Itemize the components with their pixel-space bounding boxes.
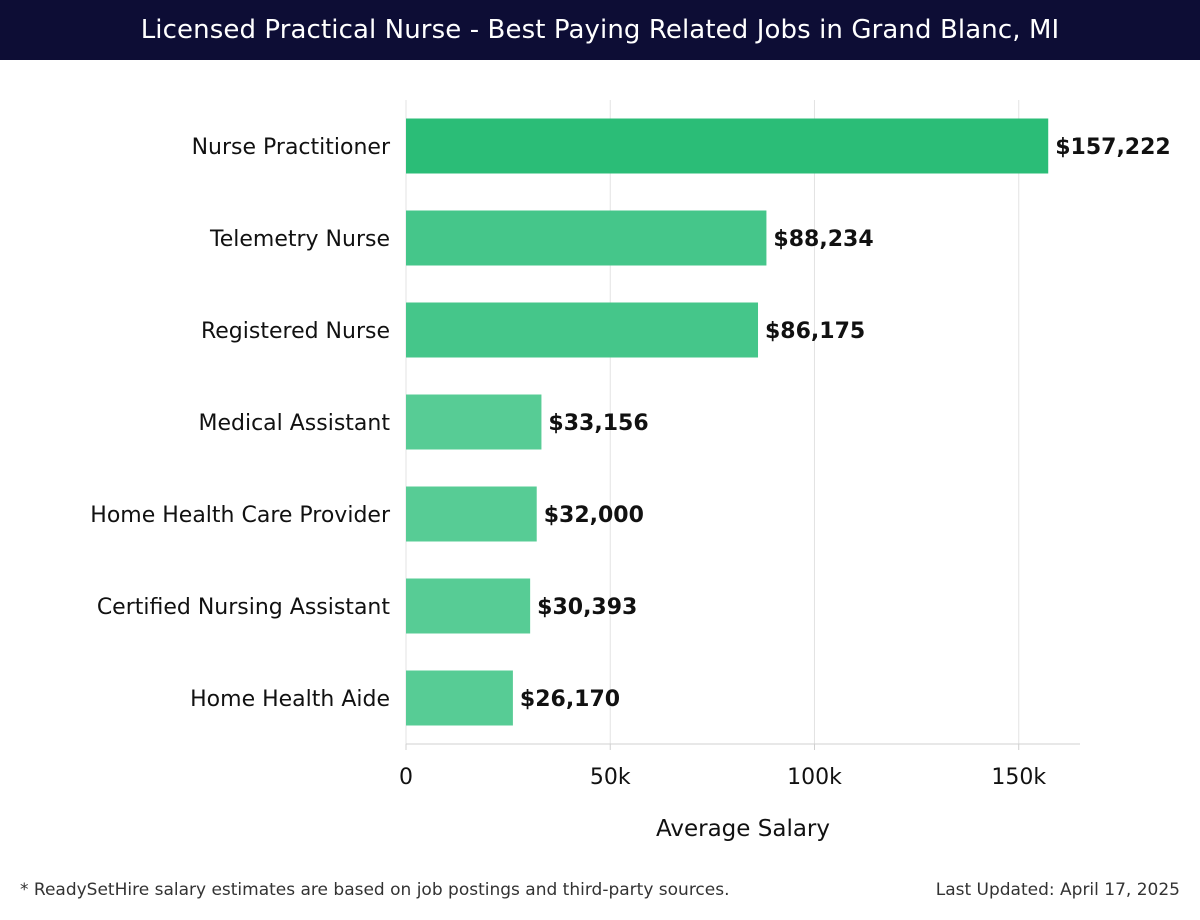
category-label: Home Health Care Provider (90, 503, 391, 528)
x-tick-label: 100k (787, 765, 842, 790)
value-label: $30,393 (537, 595, 637, 620)
value-label: $157,222 (1055, 135, 1171, 160)
bar (406, 302, 759, 358)
chart-title-bar: Licensed Practical Nurse - Best Paying R… (0, 0, 1200, 60)
last-updated-text: Last Updated: April 17, 2025 (935, 880, 1180, 900)
x-tick-label: 150k (991, 765, 1046, 790)
value-label: $33,156 (548, 411, 648, 436)
category-label: Medical Assistant (198, 411, 390, 436)
chart-title: Licensed Practical Nurse - Best Paying R… (140, 15, 1060, 45)
x-tick-label: 50k (590, 765, 631, 790)
salary-bar-chart: 0 50k 100k 150k Average Salary Nurse Practiti… (90, 100, 1171, 842)
x-axis-title: Average Salary (656, 816, 830, 842)
bar (406, 394, 542, 450)
bar (406, 670, 513, 726)
category-label: Registered Nurse (201, 319, 390, 344)
x-tick-label: 0 (399, 765, 413, 790)
bar (406, 578, 531, 634)
category-label: Home Health Aide (190, 687, 390, 712)
bar (406, 118, 1049, 174)
value-label: $26,170 (520, 687, 620, 712)
category-label: Telemetry Nurse (209, 227, 390, 252)
value-label: $32,000 (544, 503, 644, 528)
bar (406, 486, 537, 542)
footnote: * ReadySetHire salary estimates are base… (20, 880, 730, 900)
value-label: $88,234 (773, 227, 873, 252)
category-label: Certified Nursing Assistant (97, 595, 391, 620)
value-label: $86,175 (765, 319, 865, 344)
bar (406, 210, 767, 266)
category-label: Nurse Practitioner (192, 135, 391, 160)
